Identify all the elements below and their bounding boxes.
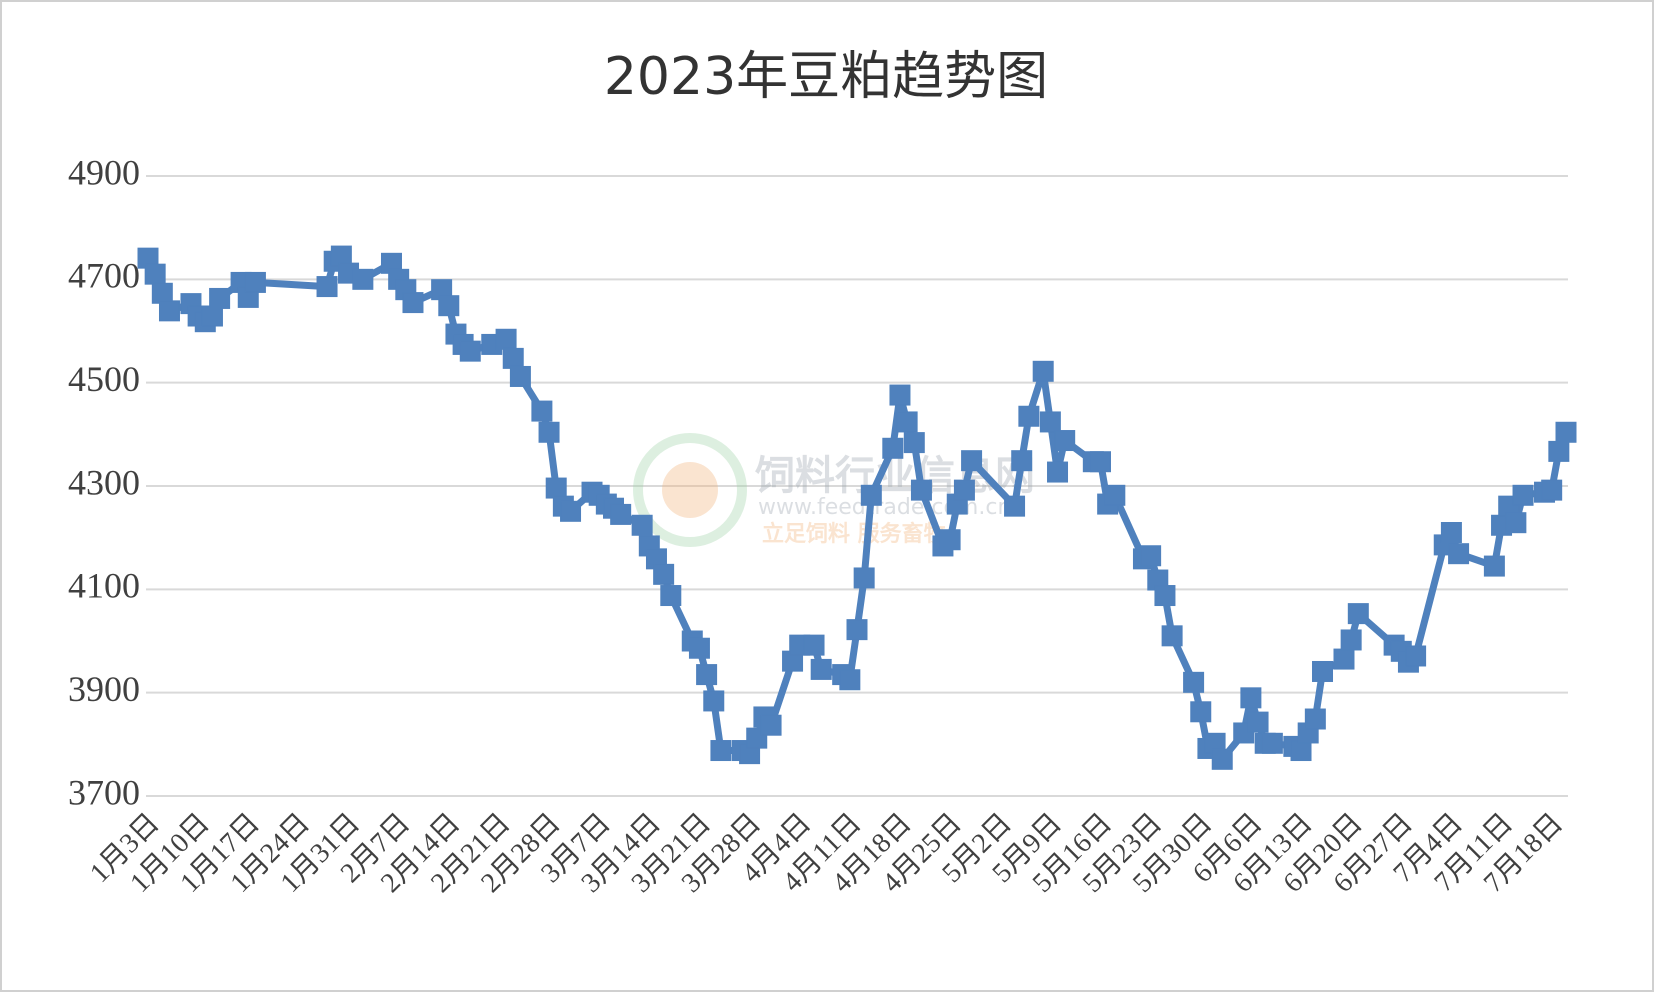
marker xyxy=(531,400,553,422)
marker xyxy=(1548,440,1570,462)
marker xyxy=(1448,543,1470,565)
marker xyxy=(509,365,531,387)
marker xyxy=(810,658,832,680)
marker xyxy=(459,340,481,362)
marker xyxy=(803,634,825,656)
marker xyxy=(1140,545,1162,567)
marker xyxy=(1555,421,1577,443)
y-tick-label: 4700 xyxy=(68,256,140,296)
marker xyxy=(1347,603,1369,625)
marker xyxy=(1340,629,1362,651)
marker xyxy=(151,282,173,304)
marker xyxy=(1440,522,1462,543)
marker xyxy=(545,477,567,499)
marker xyxy=(660,585,682,607)
y-tick-label: 4300 xyxy=(68,462,140,502)
marker xyxy=(1247,711,1269,733)
marker xyxy=(846,619,868,641)
marker xyxy=(939,529,961,551)
marker xyxy=(201,305,223,327)
y-tick-label: 4100 xyxy=(68,566,140,606)
marker xyxy=(903,432,925,454)
marker xyxy=(1290,740,1312,762)
marker xyxy=(653,563,675,585)
marker xyxy=(860,484,882,506)
marker xyxy=(1261,732,1283,754)
marker xyxy=(502,347,524,369)
marker xyxy=(438,295,460,317)
marker xyxy=(839,669,861,691)
watermark-slogan: 立足饲料 服务畜牧 xyxy=(762,521,947,547)
y-tick-label: 4900 xyxy=(68,152,140,192)
watermark-logo xyxy=(633,433,747,547)
marker xyxy=(144,263,166,285)
marker xyxy=(1183,671,1205,693)
chart-title: 2023年豆粕趋势图 xyxy=(604,47,1048,107)
marker xyxy=(953,479,975,501)
marker xyxy=(1004,495,1026,517)
y-tick-label: 3700 xyxy=(68,772,140,812)
marker xyxy=(1483,555,1505,577)
marker xyxy=(910,479,932,501)
marker xyxy=(244,271,266,293)
marker xyxy=(209,287,231,309)
marker xyxy=(1333,648,1355,670)
marker xyxy=(1190,701,1212,723)
marker xyxy=(1032,360,1054,382)
marker xyxy=(1089,451,1111,473)
marker xyxy=(1211,748,1233,770)
marker xyxy=(158,300,180,322)
marker xyxy=(961,450,983,472)
marker xyxy=(316,276,338,298)
marker xyxy=(1505,512,1527,534)
marker xyxy=(1541,479,1563,501)
marker xyxy=(1161,625,1183,647)
marker xyxy=(896,411,918,433)
marker xyxy=(1304,708,1326,730)
marker xyxy=(1154,585,1176,607)
marker xyxy=(710,740,732,762)
marker xyxy=(631,514,653,536)
marker xyxy=(1240,687,1262,709)
marker xyxy=(352,268,374,290)
y-tick-label: 4500 xyxy=(68,359,140,399)
marker xyxy=(610,503,632,525)
marker xyxy=(1018,405,1040,427)
marker xyxy=(703,690,725,712)
marker xyxy=(688,637,710,659)
marker xyxy=(853,567,875,589)
marker xyxy=(760,714,782,736)
marker xyxy=(1054,430,1076,452)
marker xyxy=(538,421,560,443)
marker xyxy=(402,292,424,314)
y-tick-label: 3900 xyxy=(68,669,140,709)
marker xyxy=(1047,461,1069,483)
marker xyxy=(882,437,904,459)
marker xyxy=(560,500,582,522)
marker xyxy=(1039,411,1061,433)
marker xyxy=(1312,660,1334,682)
marker xyxy=(495,328,517,350)
marker xyxy=(1405,645,1427,667)
marker xyxy=(889,384,911,406)
marker xyxy=(696,664,718,686)
watermark-name: 饲料行业信息网 xyxy=(755,453,1035,499)
marker xyxy=(1104,484,1126,506)
watermark-logo-inner xyxy=(662,462,718,518)
marker xyxy=(1011,450,1033,472)
marker xyxy=(1512,484,1534,506)
